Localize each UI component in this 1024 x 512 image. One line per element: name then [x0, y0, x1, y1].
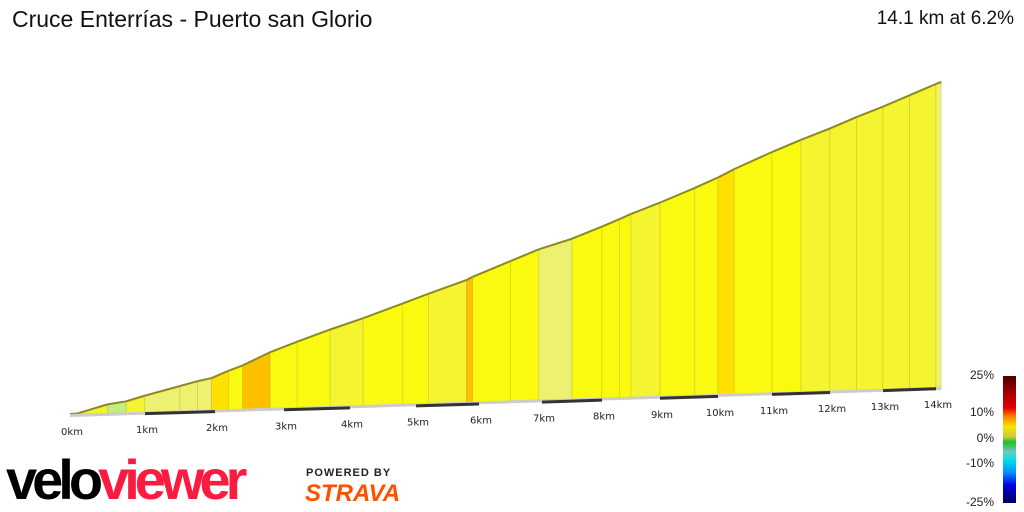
x-tick-label: 14km — [924, 400, 952, 411]
profile-top-line — [538, 237, 573, 251]
gradient-segment — [694, 176, 719, 396]
legend-label: 10% — [969, 405, 994, 419]
profile-top-line — [179, 380, 198, 387]
profile-top-line — [800, 127, 831, 141]
km-dash — [283, 406, 351, 412]
profile-top-line — [618, 213, 632, 221]
gradient-segment — [733, 151, 773, 395]
x-tick-label: 3km — [275, 421, 297, 432]
gradient-segment — [466, 276, 474, 404]
gradient-segment — [472, 260, 511, 404]
profile-top-line — [107, 400, 127, 406]
x-tick-label: 8km — [593, 412, 615, 423]
x-tick-label: 10km — [706, 408, 734, 419]
km-dash — [144, 410, 216, 416]
profile-top-line — [269, 340, 298, 354]
legend-label: 25% — [969, 368, 994, 382]
km-dash — [659, 394, 719, 400]
x-tick-label: 11km — [760, 406, 788, 417]
profile-top-line — [362, 302, 404, 320]
x-tick-label: 1km — [136, 425, 158, 436]
gradient-segment — [510, 248, 540, 402]
gradient-segment — [296, 328, 331, 409]
x-tick-label: 6km — [470, 416, 492, 427]
profile-top-line — [630, 201, 661, 215]
x-tick-label: 0km — [61, 427, 83, 438]
km-dash — [541, 398, 603, 404]
profile-top-line — [856, 105, 884, 119]
profile-top-line — [717, 168, 735, 179]
gradient-segment — [571, 226, 603, 400]
profile-top-line — [242, 351, 271, 367]
gradient-segment — [428, 279, 467, 405]
gradient-segment — [619, 213, 632, 399]
legend-label: -10% — [965, 456, 994, 470]
legend-label: 0% — [976, 431, 994, 445]
profile-top-line — [465, 275, 474, 281]
profile-top-line — [510, 248, 540, 263]
gradient-segment — [197, 377, 212, 412]
strava-logo: STRAVA — [305, 480, 401, 507]
x-tick-label: 12km — [818, 404, 846, 415]
gradient-segment — [269, 341, 298, 409]
km-dash — [882, 387, 937, 393]
profile-top-line — [829, 116, 857, 130]
gradient-segment — [829, 116, 857, 392]
profile-top-line — [296, 328, 331, 343]
profile-top-line — [428, 279, 467, 295]
gradient-segment — [228, 364, 243, 411]
gradient-segment — [771, 139, 802, 394]
gradient-segment — [630, 202, 661, 399]
gradient-segment — [402, 293, 429, 406]
gradient-color-scale — [1003, 376, 1016, 503]
gradient-segment — [935, 81, 942, 388]
profile-top-line — [472, 260, 511, 278]
gradient-segment — [856, 106, 884, 391]
profile-top-line — [77, 403, 108, 415]
profile-top-line — [125, 394, 146, 403]
profile-top-line — [197, 377, 212, 383]
x-tick-label: 2km — [206, 423, 228, 434]
profile-top-line — [935, 81, 942, 85]
profile-top-line — [909, 83, 937, 97]
profile-top-line — [228, 364, 243, 372]
km-dash — [771, 391, 831, 396]
gradient-segment — [362, 302, 404, 407]
x-tick-label: 7km — [533, 414, 555, 425]
profile-top-line — [211, 369, 230, 379]
profile-top-line — [771, 138, 802, 153]
km-dash — [415, 402, 480, 408]
x-tick-label: 4km — [341, 419, 363, 430]
profile-top-line — [144, 385, 181, 397]
x-tick-label: 5km — [407, 417, 429, 428]
legend-label: -25% — [965, 495, 994, 509]
x-tick-label: 9km — [651, 410, 673, 421]
profile-top-line — [694, 176, 719, 189]
profile-top-line — [733, 151, 773, 171]
x-tick-label: 13km — [871, 402, 899, 413]
gradient-segment — [909, 83, 937, 389]
profile-top-line — [329, 317, 364, 331]
gradient-segment — [717, 168, 735, 396]
gradient-segment — [659, 187, 696, 398]
profile-top-line — [882, 94, 910, 108]
profile-top-line — [69, 412, 78, 415]
climb-summary: 14.1 km at 6.2% — [876, 8, 1014, 29]
gradient-segment — [601, 218, 620, 400]
gradient-segment — [538, 238, 573, 402]
gradient-segment — [242, 351, 271, 410]
profile-top-line — [659, 187, 696, 204]
chart-title: Cruce Enterrías - Puerto san Glorio — [12, 6, 373, 32]
profile-top-line — [402, 292, 429, 305]
veloviewer-logo: veloviewer — [6, 448, 247, 511]
powered-by-label: POWERED BY — [306, 467, 392, 479]
gradient-segment — [329, 317, 364, 408]
profile-top-line — [601, 218, 620, 228]
gradient-segment — [800, 127, 831, 393]
profile-top-line — [571, 225, 603, 240]
gradient-segment — [882, 94, 910, 390]
